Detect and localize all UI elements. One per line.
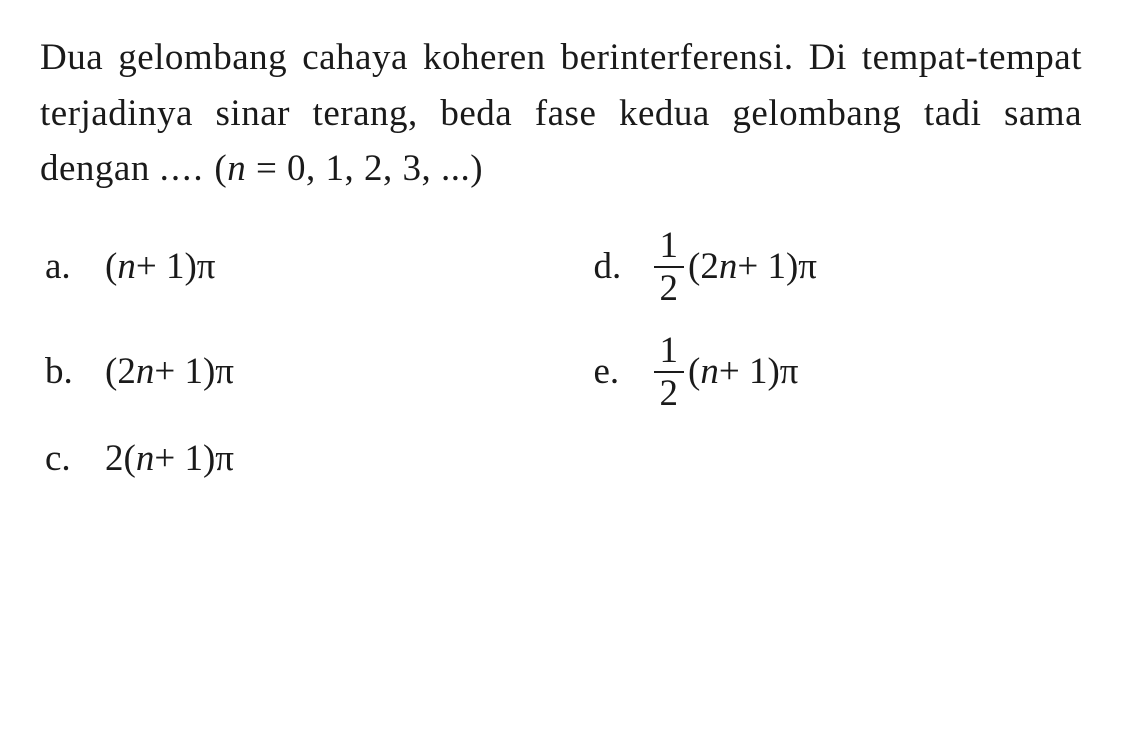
option-e-frac-num: 1 — [654, 332, 685, 373]
option-a-var: n — [117, 245, 136, 288]
option-b-var: n — [136, 350, 155, 393]
option-b-value: (2n + 1) π — [105, 350, 234, 393]
option-d-fraction: 1 2 — [654, 227, 685, 307]
option-b: b. (2n + 1) π — [45, 332, 534, 412]
option-e-mid: + 1) — [719, 350, 780, 393]
option-e-fraction: 1 2 — [654, 332, 685, 412]
option-d-mid: + 1) — [737, 245, 798, 288]
option-c-prefix: 2( — [105, 437, 136, 480]
option-d-var: n — [719, 245, 738, 288]
question-text: Dua gelombang cahaya koheren berinterfer… — [40, 30, 1082, 197]
option-b-pi: π — [215, 350, 234, 393]
option-e-pi: π — [780, 350, 799, 393]
option-d-label: d. — [594, 245, 654, 288]
question-line1: Dua gelombang cahaya koheren berinterfer… — [40, 37, 794, 78]
question-dots: .... — [160, 148, 205, 189]
option-c-pi: π — [215, 437, 234, 480]
option-d-pi: π — [798, 245, 817, 288]
option-e: e. 1 2 (n + 1) π — [594, 332, 1083, 412]
option-d-frac-den: 2 — [654, 268, 685, 307]
question-var: n — [227, 148, 246, 189]
option-e-frac-den: 2 — [654, 373, 685, 412]
option-c-label: c. — [45, 437, 105, 480]
option-c-var: n — [136, 437, 155, 480]
option-b-prefix: (2 — [105, 350, 136, 393]
option-d-prefix: (2 — [688, 245, 719, 288]
option-c-mid: + 1) — [154, 437, 215, 480]
option-a: a. (n + 1) π — [45, 227, 534, 307]
option-a-prefix: ( — [105, 245, 117, 288]
option-a-value: (n + 1) π — [105, 245, 215, 288]
option-e-label: e. — [594, 350, 654, 393]
option-a-label: a. — [45, 245, 105, 288]
option-e-prefix: ( — [688, 350, 700, 393]
option-a-mid: + 1) — [136, 245, 197, 288]
option-e-var: n — [700, 350, 719, 393]
option-e-value: 1 2 (n + 1) π — [654, 332, 799, 412]
option-c: c. 2(n + 1) π — [45, 437, 534, 480]
option-b-label: b. — [45, 350, 105, 393]
option-d-frac-num: 1 — [654, 227, 685, 268]
question-paren-open: ( — [214, 148, 227, 189]
question-eq: = 0, 1, 2, 3, ...) — [246, 148, 483, 189]
option-a-pi: π — [197, 245, 216, 288]
options-container: a. (n + 1) π d. 1 2 (2n + 1) π b. (2n + … — [40, 227, 1082, 480]
option-d: d. 1 2 (2n + 1) π — [594, 227, 1083, 307]
option-b-mid: + 1) — [154, 350, 215, 393]
option-c-value: 2(n + 1) π — [105, 437, 234, 480]
option-d-value: 1 2 (2n + 1) π — [654, 227, 817, 307]
